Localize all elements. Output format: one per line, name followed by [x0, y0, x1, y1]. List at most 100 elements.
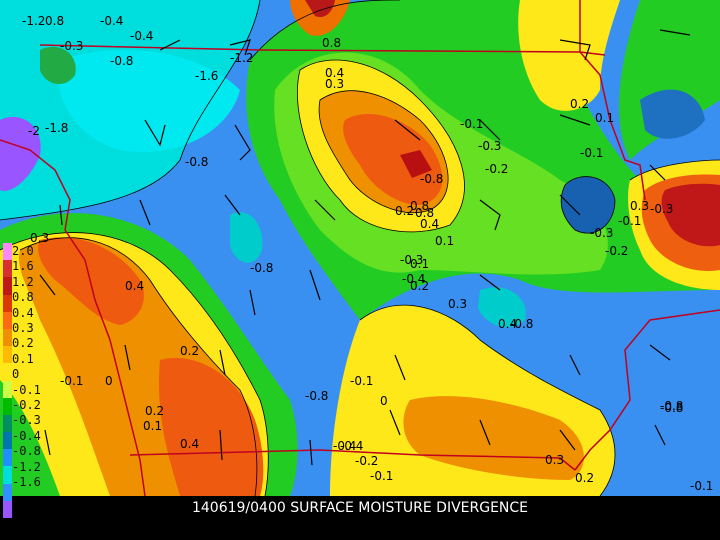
- region-red-south: [159, 358, 264, 496]
- contour-label: -0.4: [402, 272, 425, 286]
- contour-label: 0.4: [180, 437, 199, 451]
- legend-label: 2.0: [12, 244, 34, 258]
- contour-label: 0.2: [410, 279, 429, 293]
- contour-label: 0.4: [125, 279, 144, 293]
- contour-label: 0.2: [180, 344, 199, 358]
- contour-label: -0.1: [370, 469, 393, 483]
- contour-label: -1.2: [22, 14, 45, 28]
- contour-label: 0.3: [448, 297, 467, 311]
- legend-label: -0.4: [12, 428, 41, 443]
- legend-label: -1.2: [12, 459, 41, 474]
- contour-label: 0.4: [420, 217, 439, 231]
- legend-label: 0.1: [12, 351, 34, 366]
- legend-label: -0.2: [12, 398, 41, 412]
- legend-label: 0.4: [12, 305, 34, 320]
- legend-swatch: [3, 363, 12, 381]
- legend-label: -1.6: [12, 475, 41, 489]
- contour-label: -0.4: [100, 14, 123, 28]
- wind-barbs: [39, 29, 691, 466]
- contour-label: 0.8: [415, 206, 434, 220]
- contour-label: 0.2: [575, 471, 594, 485]
- contour-label: -0.4: [333, 439, 356, 453]
- contour-label: -0.4: [130, 29, 153, 43]
- region-green-small: [40, 46, 76, 85]
- region-red-east: [661, 183, 720, 247]
- contour-label: 0.8: [410, 199, 429, 213]
- contour-label: -0.4: [340, 439, 363, 453]
- contour-label: -0.3: [400, 253, 423, 267]
- map-title: 140619/0400 SURFACE MOISTURE DIVERGENCE: [191, 500, 529, 516]
- contour-label: 0.3: [630, 199, 649, 213]
- contour-label: -0.1: [350, 374, 373, 388]
- region-red-north: [343, 114, 443, 205]
- contour-label: 0.2: [145, 404, 164, 418]
- legend-swatch: [3, 414, 12, 433]
- moisture-divergence-map: -1.2 0.8 -0.4-0.4-0.3-0.8-1.6-1.2-1.8-2-0.…: [0, 0, 720, 496]
- contour-label: -0.8: [660, 401, 683, 415]
- region-darkblue-center: [561, 176, 615, 234]
- contour-label: -0.1: [618, 214, 641, 228]
- contour-label: 0.4: [498, 317, 517, 331]
- contour-label: 0.1: [143, 419, 162, 433]
- contour-label: -0.8: [110, 54, 133, 68]
- contour-label: -0.8: [660, 399, 683, 413]
- legend-swatch: [3, 397, 12, 415]
- contour-label: -0.1: [580, 146, 603, 160]
- contour-label: 0.1: [595, 111, 614, 125]
- contour-label: 0.1: [410, 257, 429, 271]
- contour-label: -1.6: [195, 69, 218, 83]
- legend-swatch: [3, 380, 12, 398]
- contour-label: 0: [105, 374, 113, 388]
- contour-label: 0.3: [325, 77, 344, 91]
- contour-label: -0.2: [485, 162, 508, 176]
- contour-label: -0.1: [690, 479, 713, 493]
- contour-label: 0.8: [45, 14, 64, 28]
- contour-label: -0.2: [355, 454, 378, 468]
- contour-label: -0.3: [650, 202, 673, 216]
- contour-label: -0.8: [510, 317, 533, 331]
- legend-swatch: [3, 500, 12, 518]
- legend-swatch: [3, 294, 12, 312]
- contour-label: 0.2: [570, 97, 589, 111]
- contour-label: -1.2: [230, 51, 253, 65]
- contour-label: 0.4: [325, 66, 344, 80]
- contour-label: -0.8: [250, 261, 273, 275]
- contour-label: -1.8: [45, 121, 68, 135]
- contour-label: -2: [28, 124, 40, 138]
- contour-label: -0.1: [60, 374, 83, 388]
- contour-labels: -1.2 0.8 -0.4-0.4-0.3-0.8-1.6-1.2-1.8-2-0.…: [22, 14, 713, 493]
- contour-label: 0.3: [545, 453, 564, 467]
- region-cyan-corner: [0, 0, 41, 35]
- legend-swatch: [3, 311, 12, 329]
- region-cyan-pocket: [230, 212, 263, 263]
- legend-swatch: [3, 243, 12, 261]
- region-blue-northeast: [640, 89, 705, 139]
- region-cyan-pocket-east: [478, 287, 526, 328]
- region-orange-southeast: [403, 396, 584, 480]
- legend-label: 0.2: [12, 336, 34, 351]
- contour-label: -0.3: [478, 139, 501, 153]
- region-orange-top: [290, 0, 350, 36]
- contour-label: -0.1: [460, 117, 483, 131]
- contour-label: -0.3: [590, 226, 613, 240]
- contour-label: -0.3: [60, 39, 83, 53]
- legend-swatch: [3, 449, 12, 467]
- contour-label: 0.2: [395, 204, 414, 218]
- contour-label: -0.8: [305, 389, 328, 403]
- legend-label: 0.3: [12, 321, 34, 335]
- legend-swatch: [3, 483, 12, 501]
- legend-label: 1.6: [12, 259, 34, 274]
- contour-label: 0.8: [322, 36, 341, 50]
- contour-label: 0.1: [435, 234, 454, 248]
- legend-swatch: [3, 346, 12, 364]
- contour-label: 0.3: [30, 231, 49, 245]
- region-red-top: [305, 0, 335, 18]
- legend-colorbar: [3, 243, 12, 518]
- legend-swatch: [3, 432, 12, 450]
- legend-label: -0.8: [12, 444, 41, 459]
- contour-label: -0.8: [420, 172, 443, 186]
- legend-swatch: [3, 466, 12, 484]
- legend-label: -0.1: [12, 382, 41, 397]
- contour-label: -0.2: [605, 244, 628, 258]
